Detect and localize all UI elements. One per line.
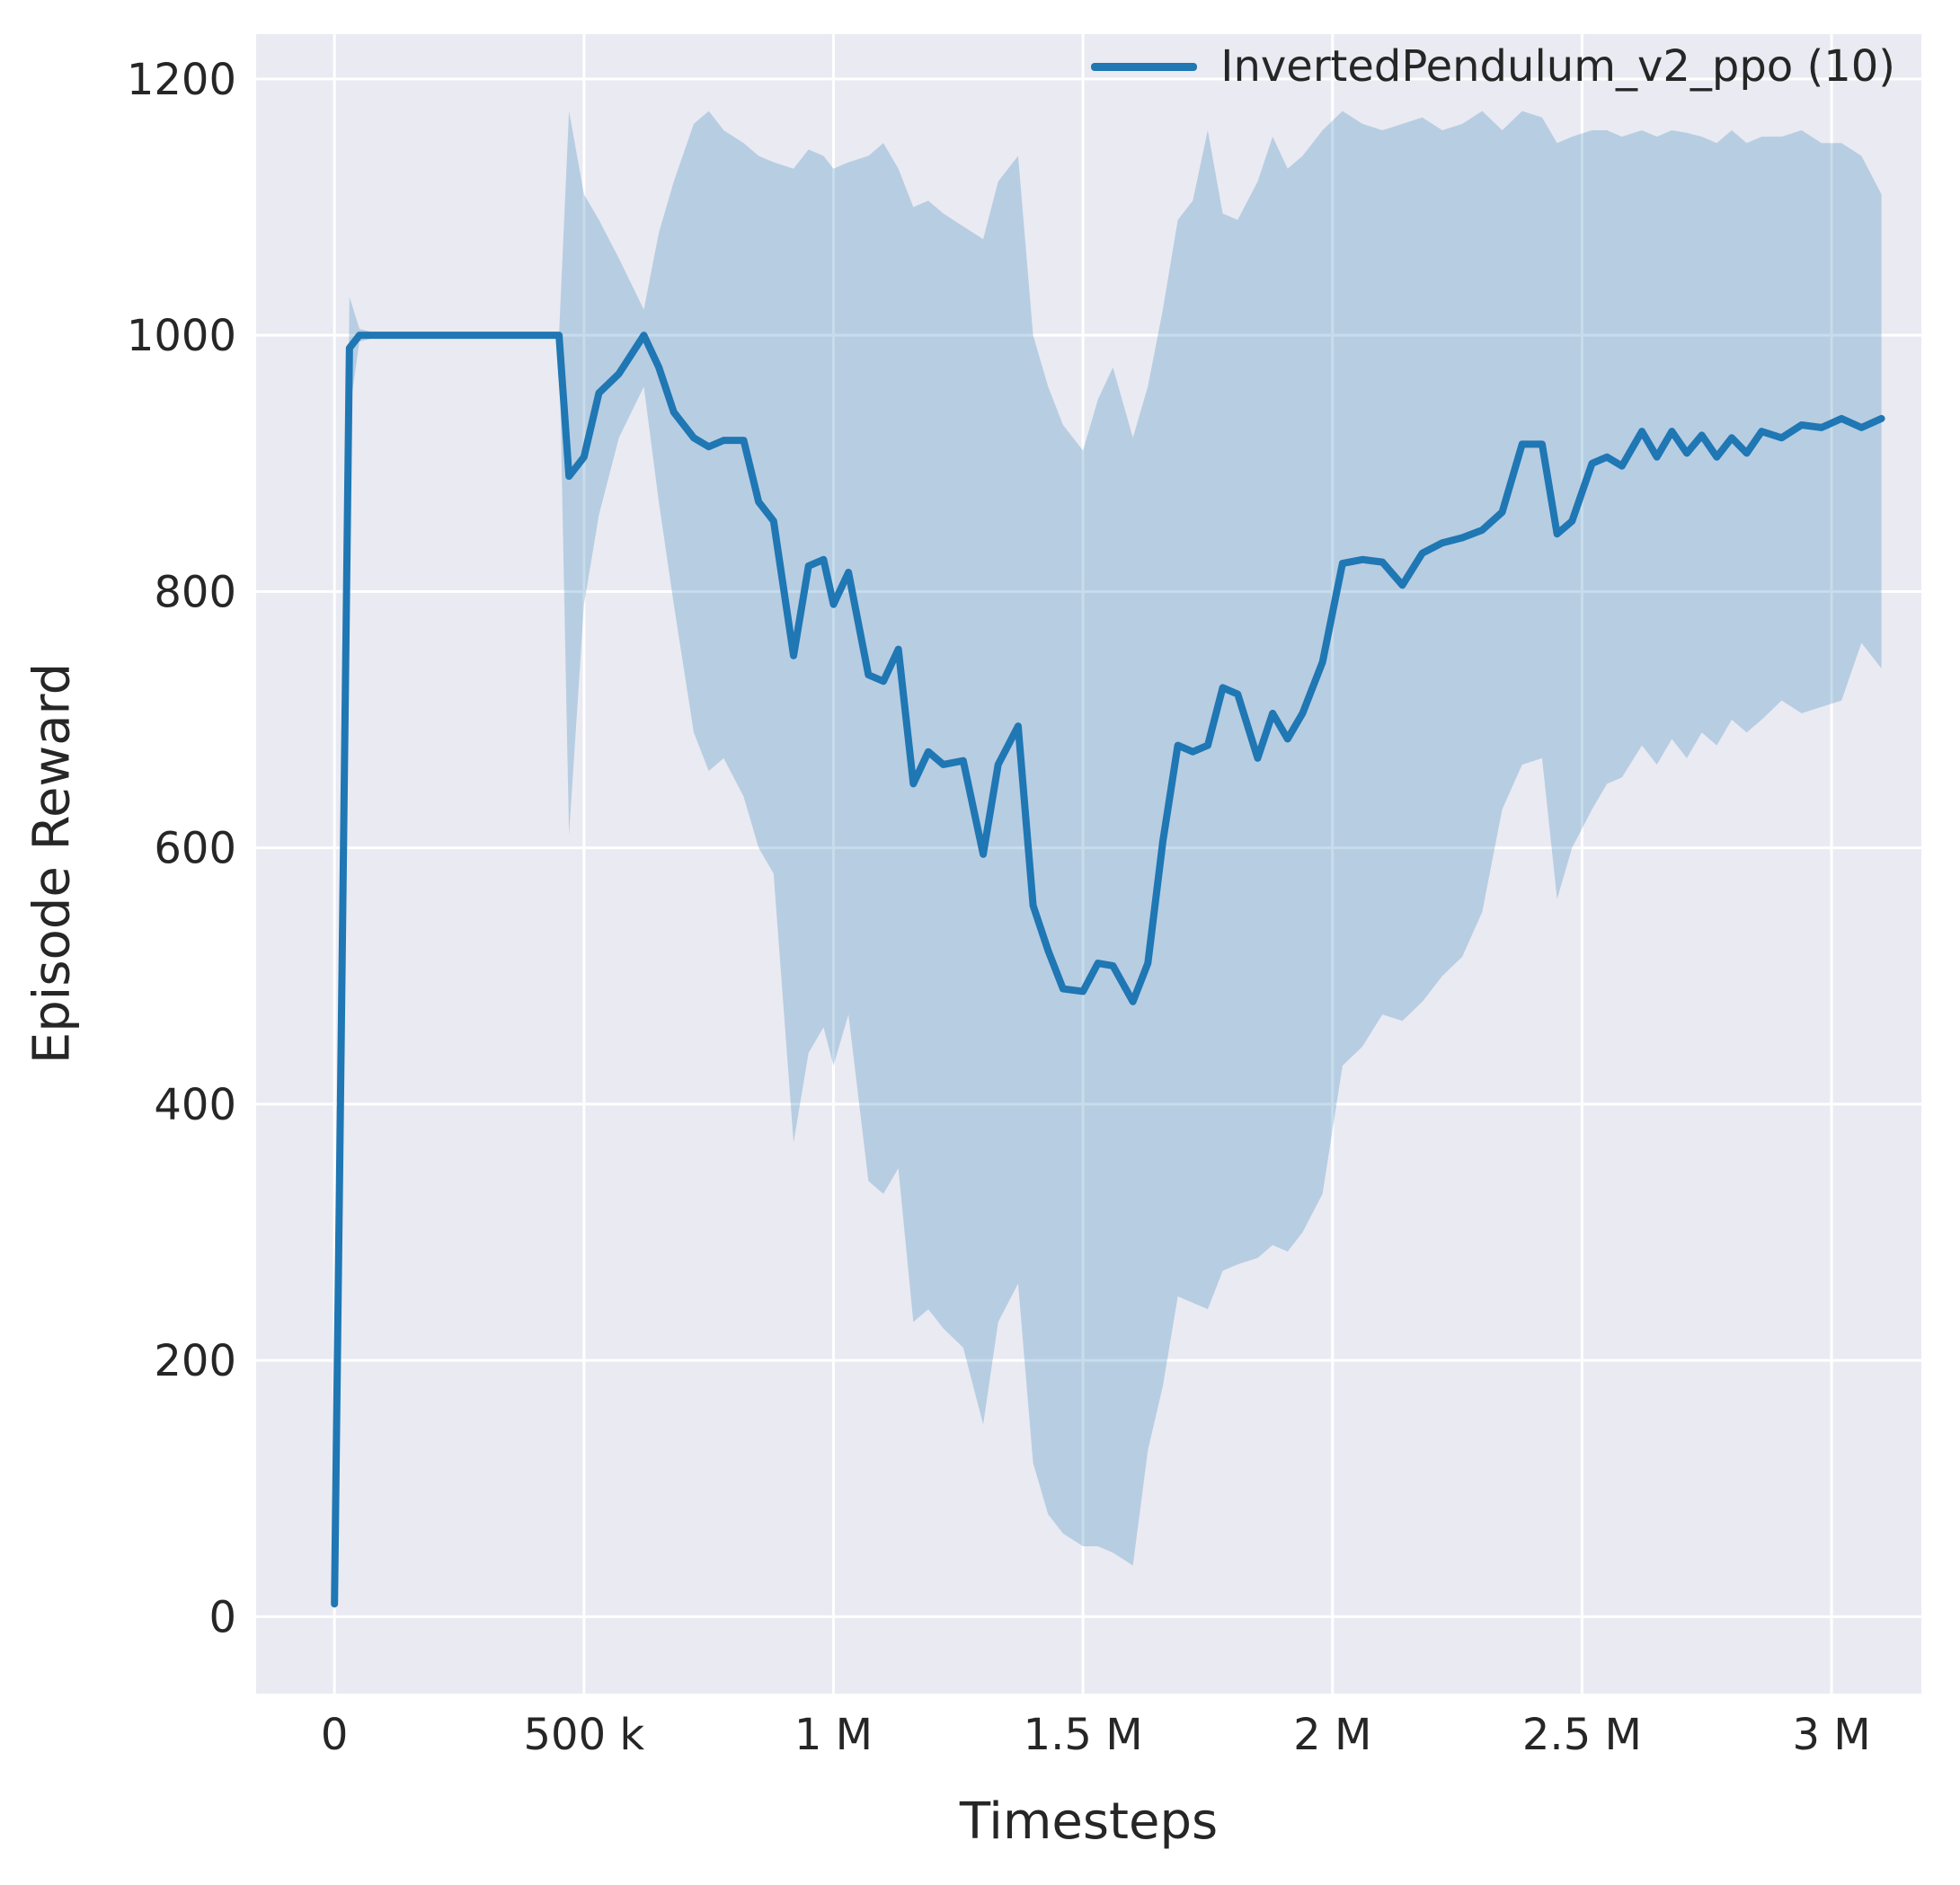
x-tick-label: 2 M [1293, 1710, 1371, 1760]
x-tick-label: 500 k [523, 1710, 644, 1760]
legend: InvertedPendulum_v2_ppo (10) [1091, 41, 1895, 92]
y-tick-label: 800 [154, 567, 236, 617]
y-tick-label: 400 [154, 1080, 236, 1130]
x-tick-label: 3 M [1792, 1710, 1870, 1760]
plot-area [256, 34, 1921, 1694]
x-tick-label: 2.5 M [1522, 1710, 1642, 1760]
y-tick-label: 200 [154, 1336, 236, 1386]
x-tick-label: 1.5 M [1024, 1710, 1143, 1760]
legend-label: InvertedPendulum_v2_ppo (10) [1220, 41, 1895, 92]
y-axis-label: Episode Reward [22, 662, 82, 1065]
confidence-band [334, 111, 1882, 1605]
x-tick-label: 1 M [794, 1710, 873, 1760]
y-tick-label: 1000 [127, 311, 236, 361]
mean-reward-line [331, 332, 1885, 1608]
legend-line-swatch [1091, 62, 1198, 71]
y-tick-label: 0 [208, 1592, 236, 1642]
x-axis-label: Timesteps [959, 1792, 1219, 1851]
y-tick-label: 1200 [127, 55, 236, 105]
y-tick-label: 600 [154, 824, 236, 874]
x-tick-label: 0 [321, 1710, 349, 1760]
